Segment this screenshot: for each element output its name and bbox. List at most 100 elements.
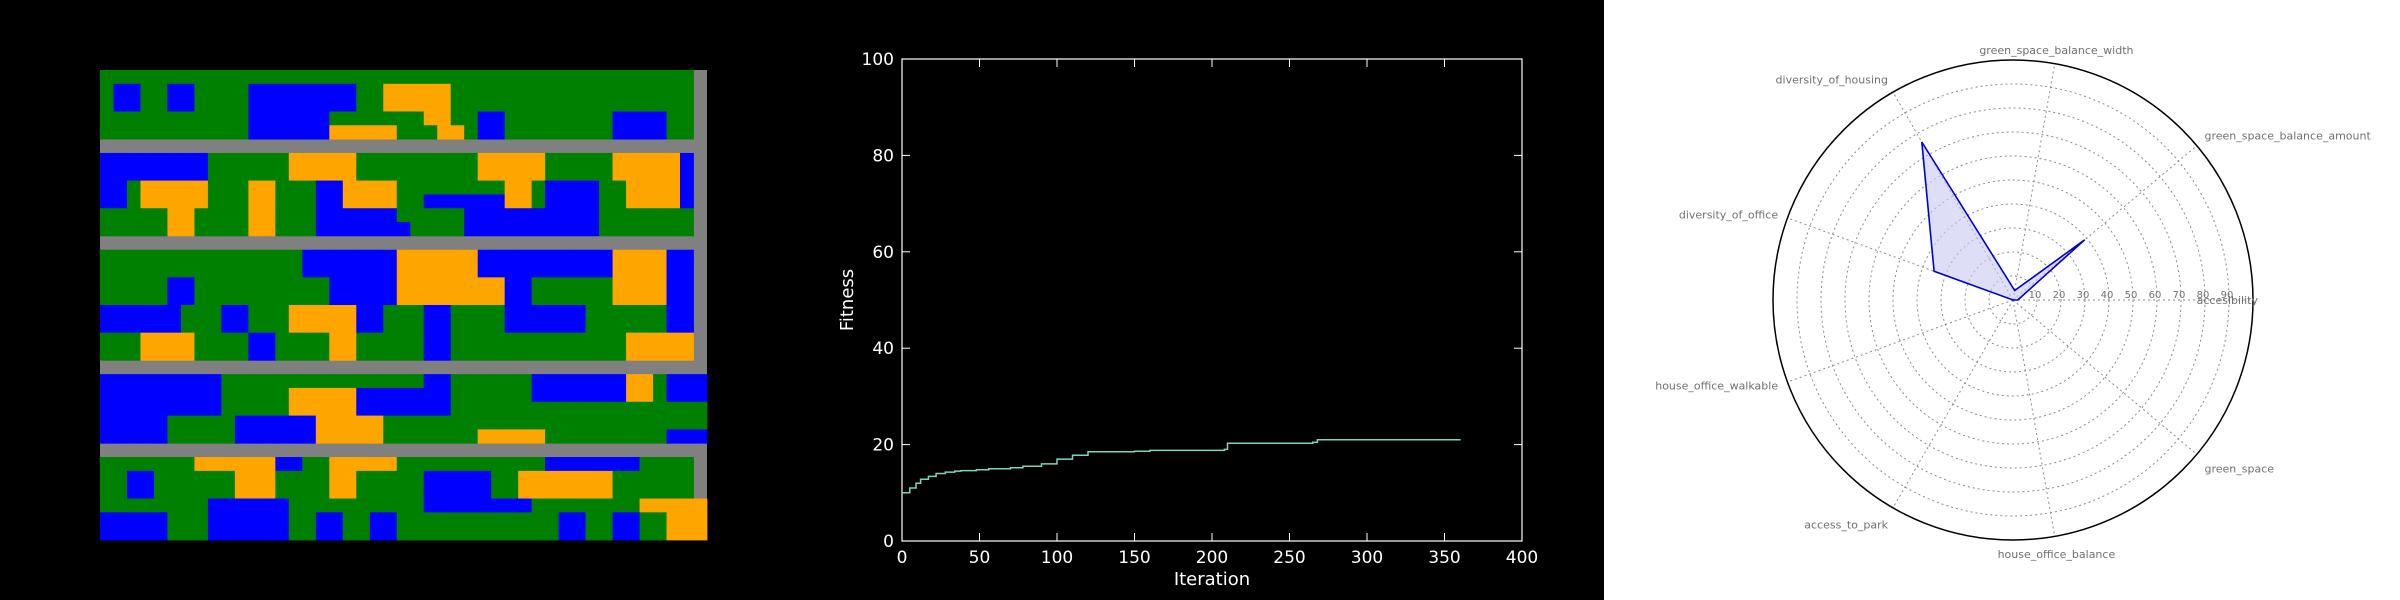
- map-cell: [167, 152, 182, 168]
- map-cell: [504, 291, 519, 306]
- map-cell: [491, 83, 506, 99]
- map-cell: [518, 318, 533, 334]
- radar-spoke: [2012, 63, 2056, 301]
- map-cell: [356, 332, 371, 347]
- map-cell: [221, 291, 236, 306]
- map-cell: [423, 498, 438, 513]
- map-cell: [248, 180, 263, 195]
- map-cell: [234, 97, 249, 112]
- map-cell: [680, 194, 694, 209]
- map-cell: [693, 512, 708, 527]
- map-cell: [680, 498, 694, 513]
- map-cell: [491, 346, 506, 361]
- map-cell: [680, 512, 694, 527]
- map-cell: [383, 470, 398, 486]
- map-cell: [248, 249, 263, 264]
- map-cell: [450, 291, 465, 306]
- map-cell: [234, 318, 249, 334]
- map-cell: [329, 318, 344, 334]
- map-cell: [153, 526, 168, 541]
- map-cell: [504, 401, 519, 416]
- map-cell: [545, 249, 560, 264]
- map-cell: [680, 277, 694, 292]
- map-cell: [221, 470, 236, 486]
- map-cell: [518, 249, 533, 264]
- map-cell: [423, 180, 438, 195]
- map-cell: [248, 332, 263, 347]
- map-cell: [693, 401, 708, 416]
- map-cell: [572, 152, 586, 168]
- map-cell: [572, 97, 586, 112]
- map-cell: [329, 374, 344, 389]
- map-cell: [369, 374, 384, 389]
- map-cell: [396, 305, 411, 320]
- map-cell: [167, 166, 182, 181]
- map-cell: [234, 83, 249, 99]
- map-cell: [666, 457, 681, 472]
- map-cell: [464, 305, 479, 320]
- map-cell: [342, 332, 357, 347]
- map-cell: [464, 512, 479, 527]
- map-cell: [504, 194, 519, 209]
- map-cell: [653, 166, 667, 181]
- map-cell: [369, 429, 384, 444]
- map-cell: [491, 387, 506, 403]
- map-cell: [315, 208, 330, 223]
- map-cell: [626, 387, 640, 403]
- map-cell: [248, 526, 263, 541]
- map-cell: [100, 305, 114, 320]
- map-cell: [518, 305, 533, 320]
- map-cell: [558, 498, 573, 513]
- map-cell: [612, 401, 627, 416]
- map-cell: [531, 346, 546, 361]
- map-cell: [585, 305, 600, 320]
- map-cell: [167, 180, 182, 195]
- map-cell: [180, 166, 195, 181]
- map-cell: [194, 125, 209, 140]
- map-cell: [342, 208, 357, 223]
- map-cell: [356, 222, 371, 237]
- map-cell: [518, 526, 533, 541]
- map-cell: [221, 70, 236, 85]
- map-cell: [180, 249, 195, 264]
- map-cell: [410, 180, 425, 195]
- map-cell: [180, 305, 195, 320]
- map-cell: [410, 263, 425, 278]
- map-cell: [126, 222, 141, 237]
- map-cell: [491, 415, 506, 430]
- map-cell: [275, 277, 290, 292]
- map-cell: [113, 83, 128, 99]
- map-cell: [275, 70, 290, 85]
- map-cell: [100, 318, 114, 334]
- map-cell: [666, 70, 681, 85]
- map-cell: [275, 415, 290, 430]
- map-cell: [545, 318, 560, 334]
- map-cell: [275, 166, 290, 181]
- map-cell: [248, 305, 263, 320]
- map-cell: [140, 415, 155, 430]
- radar-ring-label: 40: [2101, 290, 2114, 301]
- map-cell: [410, 222, 425, 237]
- map-cell: [275, 291, 290, 306]
- map-cell: [207, 457, 222, 472]
- map-cell: [288, 291, 303, 306]
- map-cell: [585, 111, 600, 126]
- map-cell: [194, 346, 209, 361]
- map-cell: [194, 70, 209, 85]
- map-cell: [194, 374, 209, 389]
- map-cell: [194, 111, 209, 126]
- map-cell: [437, 374, 452, 389]
- map-cell: [612, 332, 627, 347]
- map-cell: [653, 374, 667, 389]
- map-cell: [410, 346, 425, 361]
- map-cell: [639, 97, 654, 112]
- fitness-series-line: [902, 439, 1461, 494]
- map-cell: [329, 346, 344, 361]
- map-cell: [612, 222, 627, 237]
- map-cell: [585, 387, 600, 403]
- map-cell: [558, 415, 573, 430]
- map-cell: [288, 70, 303, 85]
- map-cell: [207, 512, 222, 527]
- map-cell: [450, 498, 465, 513]
- map-cell: [194, 194, 209, 209]
